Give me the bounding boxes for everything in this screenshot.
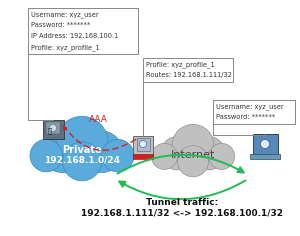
Circle shape <box>81 131 122 173</box>
Circle shape <box>152 143 177 169</box>
Text: Username: xyz_user: Username: xyz_user <box>216 103 284 110</box>
Text: 192.168.1.111/32 <-> 192.168.100.1/32: 192.168.1.111/32 <-> 192.168.100.1/32 <box>81 208 283 217</box>
FancyBboxPatch shape <box>250 154 280 159</box>
FancyBboxPatch shape <box>213 100 295 124</box>
Circle shape <box>140 140 146 148</box>
Text: ⌕: ⌕ <box>48 128 52 134</box>
Text: IP Address: 192.168.100.1: IP Address: 192.168.100.1 <box>31 33 118 39</box>
Circle shape <box>62 142 101 181</box>
FancyBboxPatch shape <box>46 122 60 134</box>
Text: AAA: AAA <box>88 115 107 125</box>
Text: Internet: Internet <box>171 150 215 160</box>
Circle shape <box>30 139 62 172</box>
Circle shape <box>208 143 235 169</box>
FancyBboxPatch shape <box>143 58 233 82</box>
FancyArrowPatch shape <box>63 126 136 150</box>
FancyArrowPatch shape <box>119 180 246 199</box>
Text: 192.168.1.0/24: 192.168.1.0/24 <box>44 156 120 164</box>
FancyArrowPatch shape <box>117 155 244 174</box>
Circle shape <box>172 124 214 166</box>
FancyBboxPatch shape <box>28 8 138 54</box>
Text: Private: Private <box>62 145 102 155</box>
Text: Password: *******: Password: ******* <box>216 114 275 120</box>
Text: Profile: xyz_profile_1: Profile: xyz_profile_1 <box>146 61 214 68</box>
Circle shape <box>177 146 208 177</box>
Circle shape <box>50 125 56 131</box>
Text: Password: *******: Password: ******* <box>31 22 90 28</box>
Text: Profile: xyz_profile_1: Profile: xyz_profile_1 <box>31 44 100 51</box>
Circle shape <box>42 131 83 173</box>
Text: Tunnel traffic:: Tunnel traffic: <box>146 198 218 207</box>
FancyBboxPatch shape <box>43 119 64 139</box>
Text: Routes: 192.168.1.111/32: Routes: 192.168.1.111/32 <box>146 72 232 78</box>
Circle shape <box>101 139 134 172</box>
FancyBboxPatch shape <box>133 136 153 158</box>
Circle shape <box>161 137 194 170</box>
FancyBboxPatch shape <box>253 134 278 155</box>
Text: Username: xyz_user: Username: xyz_user <box>31 11 99 18</box>
FancyBboxPatch shape <box>133 154 153 159</box>
Circle shape <box>56 116 108 168</box>
FancyBboxPatch shape <box>136 138 149 151</box>
Circle shape <box>192 137 225 170</box>
Circle shape <box>260 139 269 148</box>
